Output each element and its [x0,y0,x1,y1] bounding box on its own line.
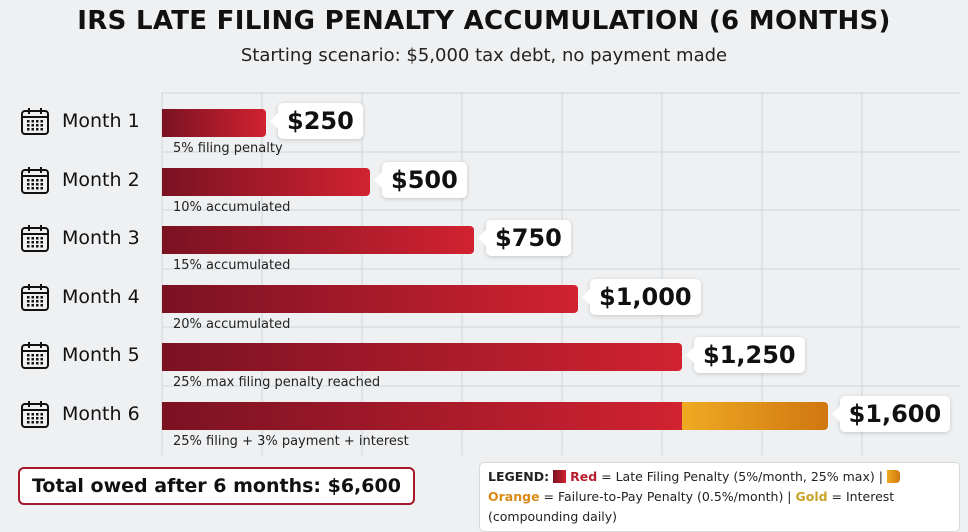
legend-swatch-red [553,470,567,483]
month-label: Month 4 [62,286,140,308]
month-label: Month 3 [62,227,140,249]
month-label: Month 1 [62,110,140,132]
legend-prefix: LEGEND: [488,469,550,484]
legend-swatch-orange [886,470,900,483]
bar-note: 10% accumulated [173,200,291,215]
bar-note: 25% max filing penalty reached [173,375,381,390]
chart-title: IRS LATE FILING PENALTY ACCUMULATION (6 … [77,6,891,36]
row-label: Month 1 [20,106,140,136]
calendar-icon [21,167,49,194]
legend-gold: Gold [795,489,828,504]
legend-orange-desc: = Failure-to-Pay Penalty (0.5%/month) | [539,489,796,504]
calendar-icon [21,108,49,135]
month-label: Month 5 [62,344,140,366]
legend-red: Red [570,469,598,484]
bar-note: 5% filing penalty [173,141,283,156]
row-label: Month 5 [20,340,140,370]
calendar-icon [21,342,49,369]
row-label: Month 3 [20,223,140,253]
row-label: Month 6 [20,399,140,429]
bar-red [162,109,266,137]
legend: LEGEND: Red = Late Filing Penalty (5%/mo… [479,462,960,532]
bar-red [162,168,370,196]
bar-note: 15% accumulated [173,258,291,273]
legend-orange: Orange [488,489,540,504]
value-callout: $250 [270,103,363,139]
bar-red [162,226,474,254]
value-callout: $1,000 [582,279,701,315]
value-callout: $750 [478,220,571,256]
bar-red [162,285,578,313]
grid [161,92,960,455]
value-callout: $1,600 [831,396,951,432]
calendar-icon [21,225,49,252]
calendar-icon [21,401,49,428]
row-label: Month 2 [20,165,140,195]
value-callout: $1,250 [686,337,805,373]
bar-red [162,402,682,430]
bar-note: 20% accumulated [173,317,291,332]
month-label: Month 6 [62,403,140,425]
total-owed-box: Total owed after 6 months: $6,600 [18,467,415,505]
month-label: Month 2 [62,169,140,191]
bar-note: 25% filing + 3% payment + interest [173,434,409,449]
bar-orange [682,402,828,430]
calendar-icon [21,284,49,311]
chart-subtitle: Starting scenario: $5,000 tax debt, no p… [240,45,728,66]
bar-red [162,343,682,371]
row-label: Month 4 [20,282,140,312]
legend-red-desc: = Late Filing Penalty (5%/month, 25% max… [597,469,887,484]
value-callout: $500 [374,162,467,198]
